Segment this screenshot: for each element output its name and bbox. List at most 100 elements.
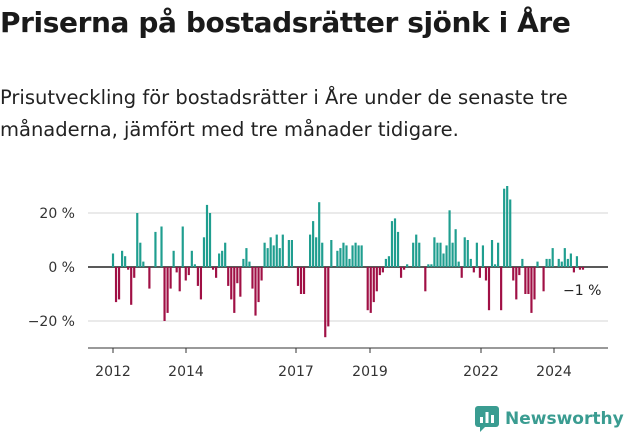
bar (142, 261, 145, 267)
y-tick-label: −20 % (28, 314, 75, 330)
bar (387, 256, 391, 267)
bar (299, 267, 303, 294)
bar (266, 248, 269, 267)
bar (227, 267, 230, 286)
bar (275, 234, 278, 267)
x-tick-label: 2022 (463, 364, 499, 380)
bar (581, 267, 585, 270)
bar (518, 267, 521, 276)
bar (530, 267, 533, 313)
bar (521, 258, 524, 267)
bar (415, 234, 418, 267)
bar (451, 242, 454, 267)
bar (251, 267, 254, 289)
bar (457, 261, 460, 267)
bar (396, 231, 400, 267)
bar (208, 213, 212, 267)
bar (218, 253, 221, 267)
bar (448, 210, 451, 267)
bar (211, 267, 215, 270)
bar (360, 245, 363, 267)
bar (454, 229, 457, 267)
bar (172, 250, 175, 267)
bar (111, 253, 115, 267)
bar (533, 267, 536, 300)
bar (175, 267, 178, 273)
bar (187, 267, 190, 276)
bar (384, 258, 387, 267)
bar (193, 264, 196, 267)
chart-title: Priserna på bostadsrätter sjönk i Åre (0, 6, 571, 39)
bar (136, 213, 139, 267)
bar (166, 267, 169, 313)
bar (345, 245, 348, 267)
bar (572, 267, 575, 273)
bar (160, 226, 163, 267)
bar (290, 240, 293, 267)
latest-value-label: −1 % (563, 283, 601, 299)
bar (254, 267, 257, 316)
bar (239, 267, 242, 297)
bar (436, 242, 439, 267)
bar (472, 267, 475, 273)
bar (484, 267, 488, 281)
bar (230, 267, 233, 300)
bar (184, 267, 187, 281)
bar (342, 242, 345, 267)
bar (497, 242, 500, 267)
bar (324, 267, 327, 338)
bar (139, 242, 142, 267)
bar (439, 242, 442, 267)
bar (357, 245, 360, 267)
bar (121, 250, 124, 267)
bar (569, 253, 572, 267)
bar (348, 258, 351, 267)
bar (548, 258, 551, 267)
bar (487, 267, 491, 311)
bar (563, 248, 566, 267)
bar (566, 258, 569, 267)
x-tick-label: 2014 (168, 364, 204, 380)
chart-logo-icon (475, 406, 499, 432)
bar (557, 258, 560, 267)
bar (178, 267, 181, 292)
bar (490, 240, 494, 267)
newsworthy-logo: Newsworthy (475, 406, 624, 432)
bar (309, 234, 312, 267)
bar (199, 267, 203, 300)
bar (493, 264, 497, 267)
bar (427, 264, 430, 267)
bar (269, 237, 272, 267)
bar (181, 226, 184, 267)
bar (196, 267, 199, 286)
bar (263, 242, 266, 267)
bar (372, 267, 375, 303)
bar (248, 261, 251, 267)
x-tick-label: 2012 (95, 364, 131, 380)
bar (366, 267, 369, 311)
bar (315, 237, 318, 267)
y-tick-label: 0 % (48, 260, 75, 276)
bar (148, 267, 151, 289)
bar-chart: 20 % 0 % −20 % 2012 2014 2017 2019 2022 2024 −1… (28, 186, 608, 380)
bar (390, 221, 394, 267)
bar (433, 237, 436, 267)
bar (445, 245, 448, 267)
bar (430, 264, 433, 267)
bar (469, 258, 472, 267)
bar (202, 237, 206, 267)
y-tick-label: 20 % (39, 206, 75, 222)
x-tick-label: 2019 (352, 364, 388, 380)
bar (378, 267, 381, 276)
bar (296, 267, 300, 286)
bar (515, 267, 518, 300)
bar (278, 248, 281, 267)
bar (500, 267, 503, 311)
bar (406, 264, 409, 267)
bar (354, 242, 357, 267)
bar (224, 242, 227, 267)
bar (154, 231, 157, 267)
bar (512, 267, 515, 281)
x-tick-label: 2024 (536, 364, 572, 380)
bar (257, 267, 260, 303)
